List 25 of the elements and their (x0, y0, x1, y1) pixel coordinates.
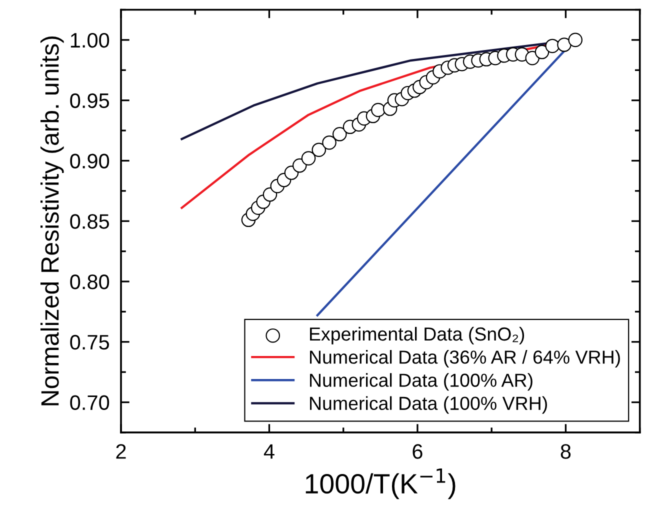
point (568, 32, 582, 48)
x-tick-label: 6 (412, 444, 422, 459)
point (292, 158, 307, 173)
y-tick-label: 0.75 (70, 334, 110, 350)
y-tick-label: 0.90 (70, 154, 110, 168)
legend-label: Experimental Data (SnO₂) (310, 326, 524, 344)
x-tick-label: 2 (116, 444, 126, 459)
point (322, 135, 336, 150)
y-axis-title: Normalized Resistivity (arb. units) (40, 36, 64, 406)
legend-label: Numerical Data (100% AR) (310, 373, 532, 391)
y-tick-label: 0.85 (70, 214, 110, 229)
y-tick-label: 0.95 (70, 93, 110, 108)
point (371, 102, 386, 118)
legend-label: Numerical Data (100% VRH) (310, 396, 547, 414)
x-tick-label: 4 (264, 444, 274, 459)
point (545, 38, 560, 54)
point (534, 44, 550, 60)
x-axis-title: 1000/T(K$^{−1}$) (306, 468, 456, 500)
x-tick-label: 8 (560, 444, 571, 459)
y-tick-label: 1.00 (70, 32, 110, 48)
y-tick-label: 0.80 (70, 274, 110, 290)
y-tick-label: 0.70 (70, 395, 110, 410)
legend-label: Numerical Data (36% AR / 64% VRH) (310, 350, 620, 368)
point (557, 38, 572, 52)
point (301, 151, 316, 166)
